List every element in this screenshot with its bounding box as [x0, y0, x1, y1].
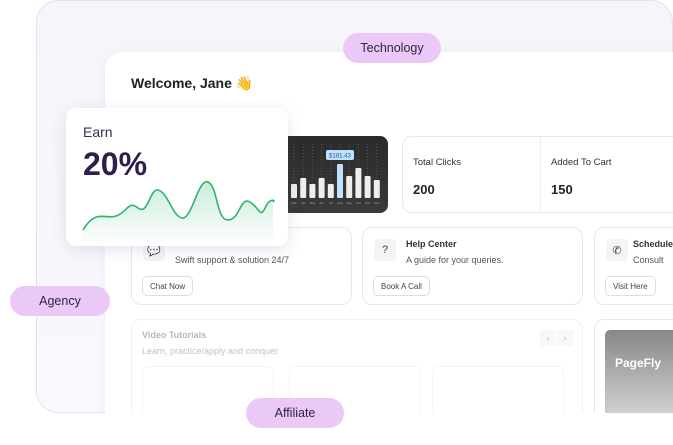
support-title: Help Center	[406, 239, 457, 249]
support-card-schedule: ✆ Schedule Consult Visit Here	[594, 227, 673, 305]
month-label: Jun	[319, 201, 324, 205]
welcome-heading: Welcome, Jane 👋	[131, 75, 254, 91]
earn-label: Earn	[83, 124, 113, 140]
video-tutorials-card: Video Tutorials Learn, practice/apply an…	[131, 319, 583, 436]
month-label: Apr	[301, 201, 306, 205]
sales-mini-chart: Mar Apr May Jun Jul Aug Sep Oct Nov Dec $181.43	[270, 136, 388, 213]
month-label: Aug	[337, 201, 343, 205]
bar	[346, 176, 353, 198]
phone-icon: ✆	[606, 239, 628, 261]
question-icon: ?	[374, 239, 396, 261]
month-label: Jul	[329, 201, 333, 205]
stats-card: Total Clicks 200 Added To Cart 150	[402, 136, 673, 213]
book-call-button[interactable]: Book A Call	[373, 276, 430, 296]
video-title: Video Tutorials	[142, 330, 207, 340]
stat-label: Added To Cart	[551, 157, 612, 168]
bar	[318, 178, 325, 198]
bar	[355, 168, 362, 198]
bar	[300, 178, 307, 198]
stat-value: 150	[551, 182, 573, 197]
chat-now-button[interactable]: Chat Now	[142, 276, 194, 296]
bar	[373, 180, 380, 198]
tooltip-box	[326, 150, 354, 160]
earn-value: 20%	[83, 146, 148, 182]
bar	[337, 164, 343, 198]
mini-chart-svg: Mar Apr May Jun Jul Aug Sep Oct Nov Dec $181.43	[291, 144, 380, 205]
stat-value: 200	[413, 182, 435, 197]
bar	[309, 184, 316, 198]
chevron-left-icon[interactable]: ‹	[540, 330, 556, 346]
bar	[291, 184, 297, 198]
support-title: Schedule	[633, 239, 673, 249]
pill-affiliate: Affiliate	[246, 398, 344, 428]
month-label: Nov	[365, 201, 371, 205]
month-label: Oct	[356, 201, 361, 205]
pill-agency: Agency	[10, 286, 110, 316]
month-label: Dec	[374, 201, 380, 205]
pill-technology: Technology	[343, 33, 441, 63]
bar	[364, 176, 371, 198]
support-desc: Swift support & solution 24/7	[175, 255, 290, 265]
video-desc: Learn, practice/apply and conquer	[142, 346, 279, 356]
support-desc: Consult	[633, 255, 664, 265]
earn-card: Earn 20%	[66, 108, 288, 246]
visit-here-button[interactable]: Visit Here	[605, 276, 656, 296]
stat-total-clicks: Total Clicks 200	[403, 137, 541, 212]
chevron-right-icon[interactable]: ›	[557, 330, 573, 346]
month-label: Mar	[291, 201, 296, 205]
month-label: May	[310, 201, 316, 205]
stat-label: Total Clicks	[413, 157, 462, 168]
month-label: Sep	[347, 201, 353, 205]
support-desc: A guide for your queries.	[406, 255, 504, 265]
earn-sparkline	[82, 181, 275, 246]
support-card-help: ? Help Center A guide for your queries. …	[362, 227, 583, 305]
stat-added-to-cart: Added To Cart 150	[541, 137, 671, 212]
bar	[327, 184, 334, 198]
tooltip-value: $181.43	[329, 153, 351, 159]
